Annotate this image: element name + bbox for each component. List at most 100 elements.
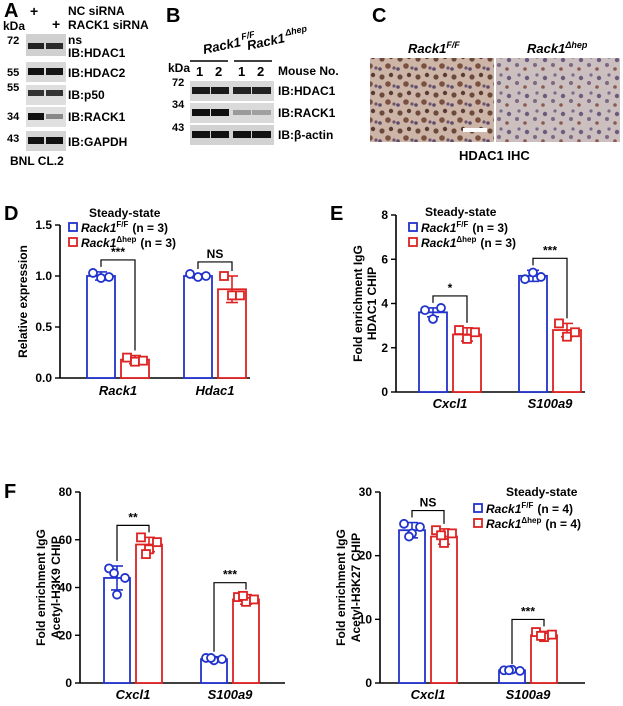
data-point xyxy=(436,303,446,313)
band xyxy=(46,68,63,75)
band xyxy=(233,131,251,138)
y-axis-label: Fold enrichment IgG xyxy=(334,529,348,646)
data-point xyxy=(138,355,148,366)
band xyxy=(28,68,44,75)
blot-b-rack1 xyxy=(190,103,274,123)
marker-43: 43 xyxy=(7,133,19,145)
legend-swatch-hep xyxy=(68,237,78,247)
y-tick-label: 4 xyxy=(381,297,388,311)
y-axis-label: HDAC1 CHIP xyxy=(365,267,379,340)
significance-label: * xyxy=(448,281,453,295)
legend-swatch-hep xyxy=(408,237,418,247)
data-point xyxy=(206,653,216,663)
y-tick-label: 10 xyxy=(359,612,373,626)
band xyxy=(28,113,44,120)
data-point xyxy=(122,352,132,363)
y-tick-label: 20 xyxy=(359,549,373,563)
data-point xyxy=(130,356,140,367)
data-point xyxy=(462,333,472,344)
data-point xyxy=(238,590,248,601)
panel-f-letter: F xyxy=(4,481,16,503)
y-tick-label: 0 xyxy=(65,676,72,690)
y-tick-label: 1.0 xyxy=(35,269,52,283)
cell-line-label: BNL CL.2 xyxy=(10,154,64,168)
lane-sign-1: + xyxy=(30,3,38,19)
significance-label: *** xyxy=(111,245,125,259)
data-point xyxy=(562,331,572,342)
y-axis-label: Fold enrichment IgG xyxy=(34,529,48,646)
panel-d-letter: D xyxy=(4,203,18,225)
y-tick-label: 30 xyxy=(359,485,373,499)
bar xyxy=(518,274,548,393)
y-tick-label: 80 xyxy=(59,485,73,499)
band xyxy=(211,131,229,138)
panel-a: A kDa + + NC siRNA RACK1 siRNA ns IB:HDA… xyxy=(3,0,149,168)
data-point xyxy=(227,290,237,301)
significance-bracket xyxy=(432,295,468,323)
data-point xyxy=(96,273,106,283)
x-tick-label: Rack1 xyxy=(99,383,137,398)
data-point xyxy=(136,532,146,543)
y-tick-label: 40 xyxy=(59,581,73,595)
data-point xyxy=(109,568,119,579)
band xyxy=(28,43,44,49)
significance-label: ** xyxy=(128,510,138,524)
data-point xyxy=(88,268,98,278)
blot-label-hdac2: IB:HDAC2 xyxy=(68,66,126,80)
band xyxy=(233,110,251,115)
legend-swatch-ff xyxy=(68,222,78,232)
legend-swatch-hep xyxy=(473,518,483,528)
legend-swatch-ff xyxy=(473,503,483,513)
bar xyxy=(232,598,260,684)
data-point xyxy=(547,629,557,640)
bar xyxy=(183,275,213,379)
legend-title-e: Steady-state xyxy=(425,205,497,219)
ihc-label-ff: Rack1F/F xyxy=(408,40,460,56)
data-point xyxy=(431,525,441,536)
condition-rack1-sirna: RACK1 siRNA xyxy=(68,18,149,32)
y-tick-label: 0 xyxy=(365,676,372,690)
panel-b: B Rack1 F/F Rack1 Δhep kDa 1 2 1 2 Mouse… xyxy=(166,5,339,145)
data-point xyxy=(470,327,480,338)
chart-f1: F 0 20 40 60 80 Fold enrichment IgG Acetyl-H3K… xyxy=(4,481,285,702)
data-point xyxy=(536,272,546,282)
x-tick-label: Cxcl1 xyxy=(411,687,446,702)
panel-a-letter: A xyxy=(4,0,18,22)
lane-2: 2 xyxy=(215,64,222,79)
blot-b-label-hdac1: IB:HDAC1 xyxy=(278,84,336,98)
legend-d: Steady-state Rack1F/F (n = 3) Rack1Δhep (n… xyxy=(68,206,176,250)
bar xyxy=(530,634,558,684)
data-point xyxy=(420,305,430,316)
ihc-image-hep xyxy=(496,58,620,142)
significance-label: *** xyxy=(543,243,557,257)
ihc-caption: HDAC1 IHC xyxy=(459,148,530,163)
y-tick-label: 8 xyxy=(381,208,388,222)
data-point xyxy=(570,327,580,338)
panel-e-letter: E xyxy=(330,203,343,225)
y-tick-label: 60 xyxy=(59,533,73,547)
significance-bracket xyxy=(197,261,233,271)
lane-1: 1 xyxy=(196,64,203,79)
band xyxy=(28,90,44,96)
y-axis-label: Fold enrichment IgG xyxy=(351,245,365,362)
data-point xyxy=(428,314,438,324)
y-axis-label: Acetyl-H3K9 CHIP xyxy=(49,536,63,639)
blot-b-hdac1 xyxy=(190,81,274,101)
data-point xyxy=(415,522,425,532)
ihc-label-hep: Rack1Δhep xyxy=(527,40,588,56)
legend-title-f: Steady-state xyxy=(506,485,578,499)
condition-nc-sirna: NC siRNA xyxy=(68,4,125,18)
marker-b-34: 34 xyxy=(172,99,185,111)
blot-label-p50: IB:p50 xyxy=(68,88,105,102)
bar xyxy=(398,529,426,684)
data-point xyxy=(504,665,514,676)
group-hep-label: Rack1 Δhep xyxy=(246,23,309,53)
data-point xyxy=(201,271,211,281)
data-point xyxy=(219,271,229,281)
y-tick-label: 6 xyxy=(381,252,388,266)
significance-bracket xyxy=(116,524,150,562)
chart-d: D Steady-state Rack1F/F (n = 3) Rack1Δhep… xyxy=(4,203,250,398)
band xyxy=(211,87,229,94)
band xyxy=(46,90,63,96)
